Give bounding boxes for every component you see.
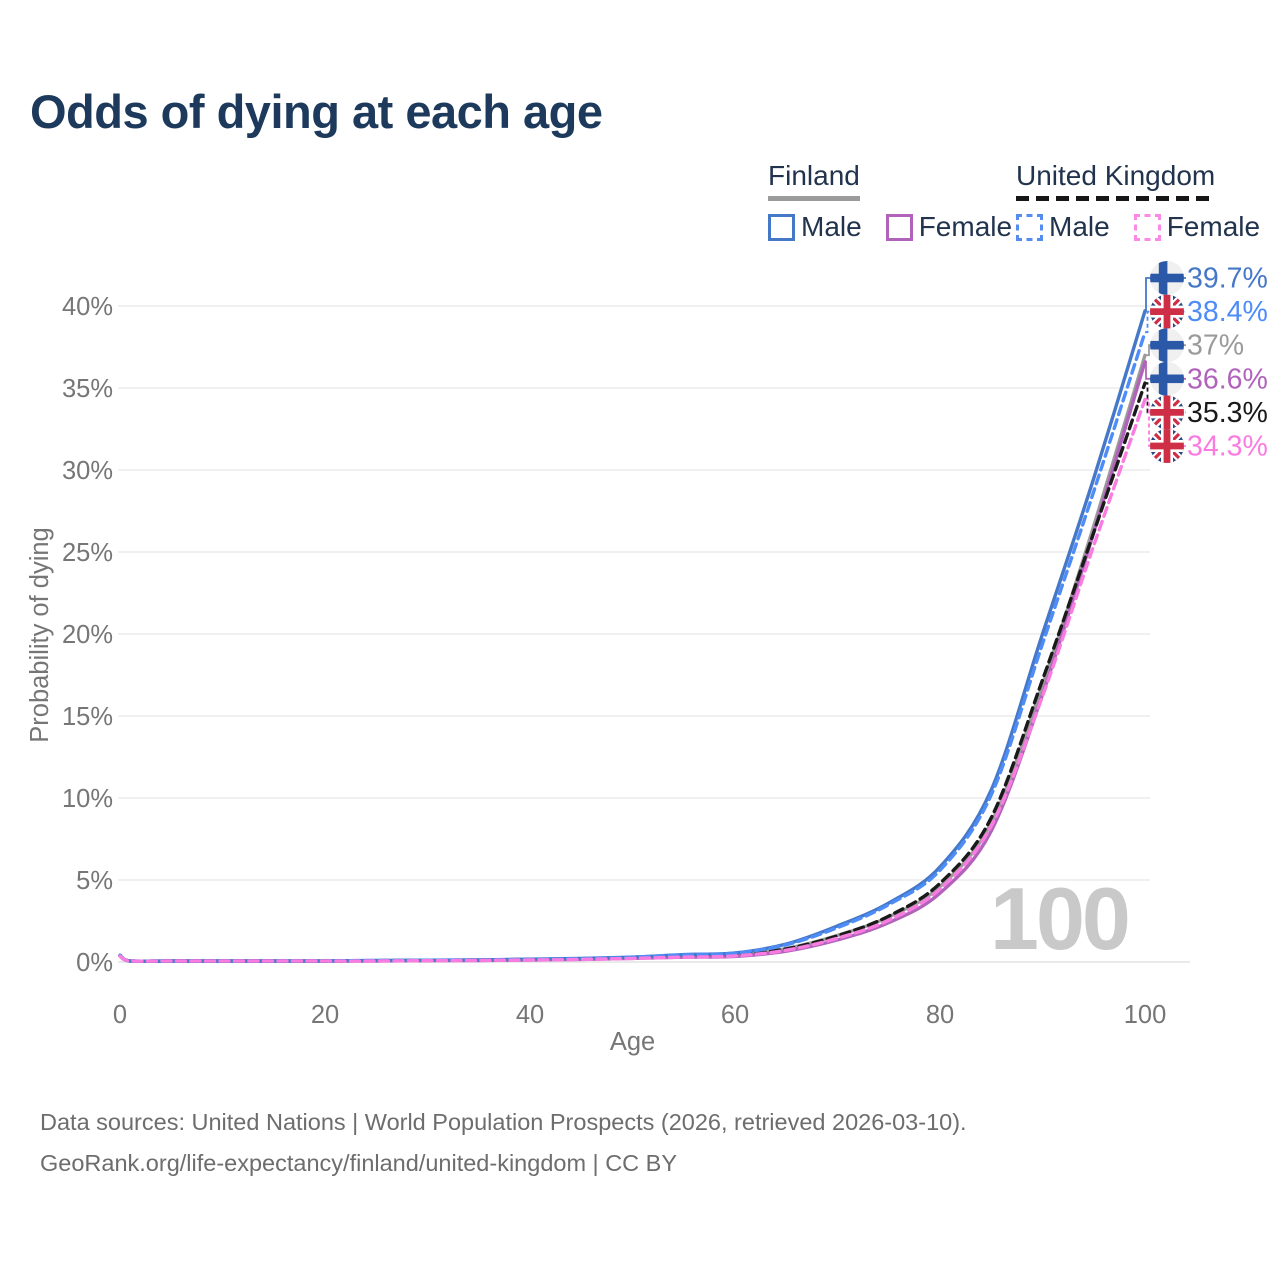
y-tick-label: 20%: [62, 621, 113, 649]
uk-male-swatch-icon: [1016, 213, 1043, 241]
y-tick-label: 25%: [62, 539, 113, 567]
series-end-labels: 39.7%38.4%37%36.6%35.3%34.3%: [1145, 261, 1268, 463]
age-counter: 100: [990, 869, 1131, 968]
legend-item-label: Male: [801, 211, 862, 242]
end-label-uk-female: 34.3%: [1150, 429, 1268, 463]
y-tick-label: 35%: [62, 375, 113, 403]
end-label-fi-total: 37%: [1150, 328, 1244, 362]
footer-attribution: GeoRank.org/life-expectancy/finland/unit…: [40, 1150, 678, 1176]
footer: Data sources: United Nations | World Pop…: [40, 1102, 967, 1184]
legend-header-finland: Finland: [768, 160, 860, 201]
series-line-uk-female: [118, 397, 1147, 963]
end-label-uk-total: 35.3%: [1150, 395, 1268, 429]
series-line-uk-male: [118, 330, 1147, 963]
finland-flag-icon: [1150, 362, 1184, 396]
x-tick-label: 80: [926, 1001, 954, 1029]
end-label-connector-uk-female: [1145, 398, 1186, 447]
end-label-value: 35.3%: [1187, 397, 1268, 429]
end-label-fi-male: 39.7%: [1150, 261, 1268, 295]
page-title: Odds of dying at each age: [30, 85, 603, 138]
x-tick-label: 20: [311, 1001, 339, 1029]
y-tick-label: 30%: [62, 457, 113, 485]
legend-item-uk-male[interactable]: Male: [1016, 211, 1110, 243]
legend-items-finland: Male Female: [768, 211, 1012, 243]
x-axis-title: Age: [610, 1028, 655, 1056]
y-tick-label: 5%: [76, 867, 113, 895]
united-kingdom-line-style-swatch: [1016, 196, 1216, 201]
finland-flag-icon: [1150, 328, 1184, 362]
uk-flag-icon: [1150, 429, 1184, 463]
series-line-fi-male: [118, 309, 1147, 963]
legend-item-uk-female[interactable]: Female: [1133, 211, 1261, 243]
legend-item-finland-male[interactable]: Male: [768, 211, 862, 243]
end-label-uk-male: 38.4%: [1150, 295, 1268, 329]
uk-female-swatch-icon: [1133, 213, 1161, 241]
end-label-value: 36.6%: [1187, 363, 1268, 395]
series-curves: [118, 309, 1147, 963]
series-line-fi-female: [118, 360, 1147, 963]
finland-line-style-swatch: [768, 196, 860, 201]
legend-item-label: Female: [1166, 211, 1261, 242]
legend-item-label: Female: [918, 211, 1013, 242]
gridlines: 0% 5% 10% 15% 20% 25% 30% 35% 40%: [62, 293, 1190, 977]
y-tick-label: 10%: [62, 785, 113, 813]
finland-female-swatch-icon: [885, 213, 913, 241]
y-tick-label: 0%: [76, 949, 113, 977]
end-label-value: 34.3%: [1187, 431, 1268, 463]
finland-male-swatch-icon: [768, 213, 795, 241]
end-label-value: 37%: [1187, 330, 1244, 362]
end-label-value: 38.4%: [1187, 296, 1268, 328]
footer-data-sources: Data sources: United Nations | World Pop…: [40, 1109, 967, 1135]
end-label-value: 39.7%: [1187, 263, 1268, 295]
uk-flag-icon: [1150, 395, 1184, 429]
legend-item-finland-female[interactable]: Female: [885, 211, 1013, 243]
y-axis-title: Probability of dying: [26, 527, 54, 742]
legend-header-finland-label: Finland: [768, 160, 860, 191]
legend-header-united-kingdom-label: United Kingdom: [1016, 160, 1216, 191]
end-label-fi-female: 36.6%: [1150, 362, 1268, 396]
x-tick-label: 60: [721, 1001, 749, 1029]
x-tick-label: 40: [516, 1001, 544, 1029]
legend-group-united-kingdom: United Kingdom Male Female: [1016, 160, 1260, 243]
legend-header-united-kingdom: United Kingdom: [1016, 160, 1216, 201]
x-tick-label: 100: [1124, 1001, 1167, 1029]
y-tick-label: 40%: [62, 293, 113, 321]
finland-flag-icon: [1150, 261, 1184, 295]
legend-items-united-kingdom: Male Female: [1016, 211, 1260, 243]
uk-flag-icon: [1150, 295, 1184, 329]
y-tick-label: 15%: [62, 703, 113, 731]
legend-item-label: Male: [1049, 211, 1110, 242]
x-tick-label: 0: [113, 1001, 127, 1029]
series-line-fi-total: [118, 353, 1147, 963]
legend-group-finland: Finland Male Female: [768, 160, 1012, 243]
